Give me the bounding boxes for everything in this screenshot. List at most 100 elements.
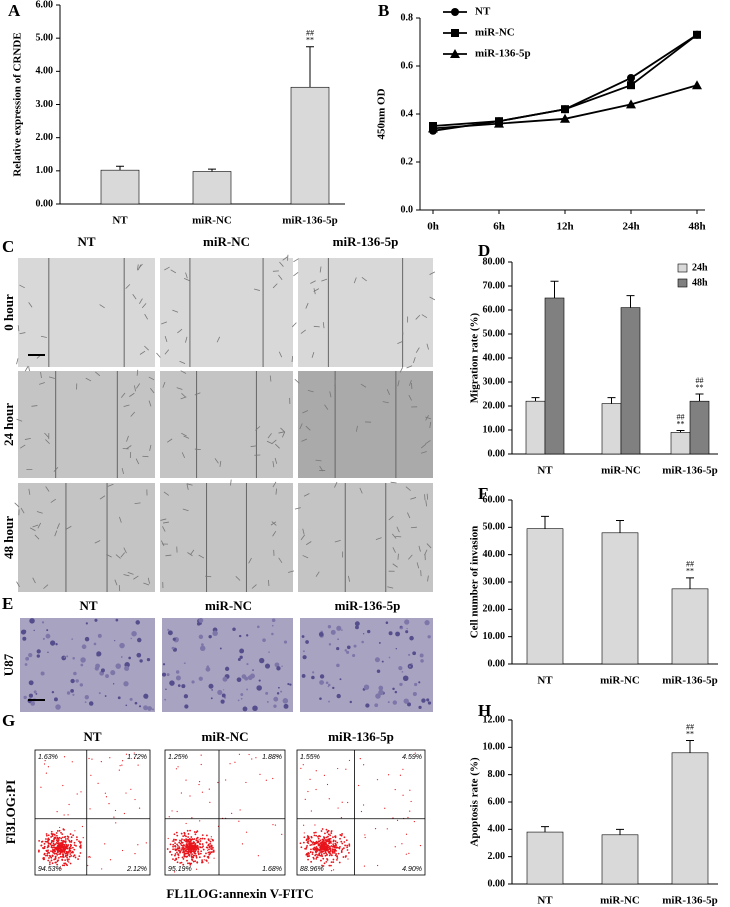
event: [174, 845, 177, 848]
legend-marker: [451, 29, 459, 37]
cell: [70, 678, 75, 684]
cell: [278, 351, 283, 358]
event: [330, 864, 332, 867]
cell: [28, 302, 33, 308]
cell: [123, 574, 130, 577]
event: [69, 845, 72, 848]
bar: [620, 307, 641, 455]
event: [310, 810, 312, 812]
cell: [166, 673, 170, 677]
event: [43, 845, 46, 848]
cell: [256, 625, 260, 629]
event: [307, 790, 309, 793]
event: [65, 863, 68, 866]
y-tick-label: 0.00: [488, 448, 506, 459]
event: [40, 786, 42, 788]
cell: [305, 302, 309, 309]
event: [192, 856, 195, 859]
y-tick-label: 70.00: [483, 280, 506, 291]
event: [189, 842, 192, 845]
cell: [115, 663, 122, 669]
event: [104, 792, 106, 794]
bar: [670, 432, 691, 455]
significance-mark: **: [696, 383, 704, 392]
event: [66, 847, 69, 850]
event: [64, 848, 67, 851]
event: [341, 848, 344, 851]
cell: [139, 350, 146, 355]
significance-mark: ##: [306, 29, 314, 38]
event: [68, 858, 70, 861]
event: [334, 854, 337, 857]
error-bar: [616, 520, 624, 533]
event: [55, 832, 58, 834]
cell: [327, 683, 331, 687]
event: [419, 844, 422, 847]
event: [328, 852, 331, 854]
cell: [40, 372, 42, 379]
event: [376, 779, 379, 781]
cell: [396, 526, 400, 533]
error-bar: [676, 429, 685, 433]
event: [321, 847, 324, 850]
cell: [79, 683, 84, 687]
event: [348, 759, 351, 762]
event: [55, 852, 58, 855]
event: [331, 851, 334, 854]
x-tick-label: miR-136-5p: [282, 215, 338, 227]
cell: [378, 685, 384, 691]
y-tick-label: 2.00: [36, 132, 54, 143]
cell: [75, 679, 79, 683]
cell: [129, 392, 135, 397]
cell: [121, 468, 124, 475]
event: [68, 840, 71, 843]
event: [347, 801, 349, 804]
plot-frame: [164, 749, 286, 876]
event: [51, 846, 54, 849]
cell: [117, 696, 121, 700]
cell: [20, 629, 26, 635]
cell: [125, 284, 131, 289]
cell: [121, 656, 123, 658]
cell: [336, 625, 342, 631]
cell: [50, 498, 56, 503]
event: [66, 853, 69, 856]
event: [313, 831, 316, 834]
cell: [281, 431, 286, 438]
event: [73, 841, 76, 844]
bar: [601, 834, 639, 885]
y-tick-label: 20.00: [483, 400, 506, 411]
event: [336, 846, 339, 849]
event: [330, 854, 333, 857]
cell: [80, 657, 86, 663]
cell: [85, 377, 92, 382]
cell: [361, 276, 367, 282]
column-header: NT: [77, 234, 95, 249]
event: [47, 766, 50, 768]
y-tick-label: 10.00: [483, 631, 506, 642]
event: [52, 855, 54, 857]
event: [182, 863, 185, 866]
cell: [167, 628, 170, 631]
significance-mark: ##: [686, 560, 694, 569]
event: [309, 844, 312, 847]
event: [70, 847, 72, 850]
cell: [315, 571, 320, 577]
event: [184, 845, 186, 847]
cell: [120, 552, 125, 558]
cell: [30, 701, 36, 706]
y-tick-label: 0.6: [401, 60, 414, 71]
event: [255, 757, 257, 759]
cell: [322, 322, 325, 329]
event: [408, 852, 410, 855]
cell: [302, 410, 309, 414]
event: [74, 830, 76, 832]
cell: [291, 356, 293, 363]
event: [198, 856, 201, 859]
cell: [375, 537, 382, 540]
event: [209, 842, 212, 845]
cell: [55, 643, 58, 646]
y-tick-label: 0.2: [401, 156, 414, 167]
event: [315, 846, 318, 848]
cell: [123, 681, 129, 687]
